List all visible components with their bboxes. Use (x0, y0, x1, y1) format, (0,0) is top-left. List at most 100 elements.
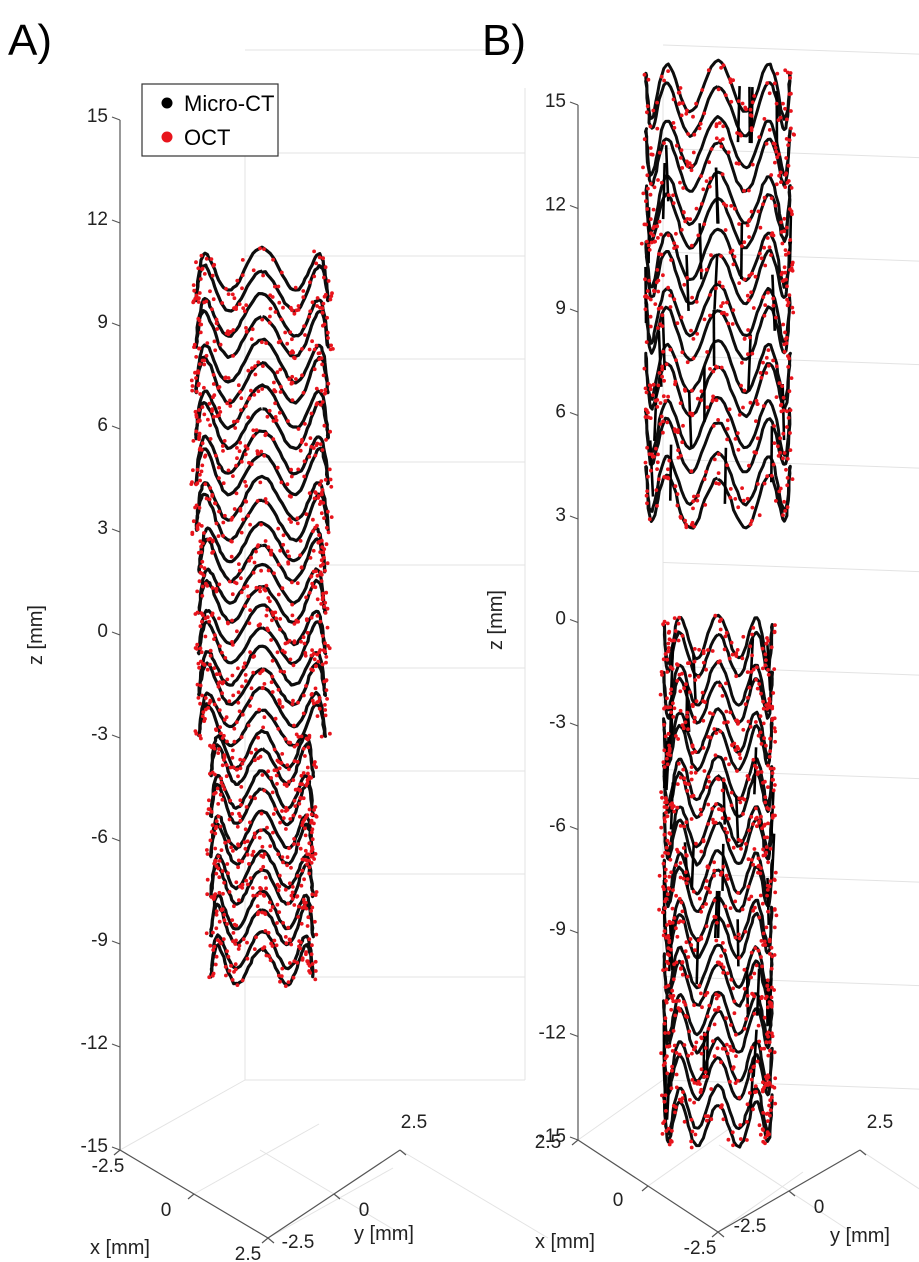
oct-point (292, 639, 297, 644)
oct-point (784, 156, 789, 160)
oct-point (694, 699, 699, 704)
oct-point (790, 477, 795, 481)
oct-point (663, 874, 668, 879)
oct-point (712, 898, 717, 903)
oct-point (258, 828, 263, 833)
y-tick-label: 0 (814, 1197, 825, 1218)
oct-point (761, 847, 765, 852)
oct-point (745, 1138, 749, 1142)
z-tick-label: -6 (549, 816, 566, 837)
oct-point (781, 513, 785, 517)
oct-point (714, 286, 718, 291)
oct-point (200, 559, 205, 564)
oct-point (304, 684, 308, 688)
oct-point (223, 375, 228, 380)
z-tick-label: 9 (97, 312, 108, 333)
oct-point (200, 571, 204, 576)
micro-ct-strut-ring (662, 1083, 774, 1149)
oct-point (295, 894, 300, 898)
oct-point (660, 673, 664, 677)
oct-point (783, 248, 788, 253)
oct-point (729, 803, 734, 808)
oct-point (789, 209, 794, 214)
oct-point (666, 983, 671, 988)
oct-point (690, 164, 694, 168)
micro-ct-connector (664, 145, 670, 202)
oct-point (663, 800, 667, 805)
oct-point (208, 289, 212, 294)
oct-point (198, 472, 202, 477)
oct-point (296, 904, 301, 909)
oct-point (302, 641, 307, 646)
oct-point (273, 310, 278, 314)
oct-point (676, 761, 681, 766)
oct-point (279, 317, 284, 322)
oct-point (759, 814, 763, 819)
oct-point (685, 714, 689, 719)
oct-point (684, 682, 688, 687)
oct-point (242, 309, 247, 314)
oct-point (313, 977, 318, 982)
oct-point (313, 919, 317, 924)
oct-point (710, 649, 715, 653)
micro-ct-strut-ring (194, 292, 330, 359)
oct-point (716, 471, 721, 475)
oct-point (717, 619, 722, 624)
oct-point (319, 479, 324, 483)
micro-ct-strut-ring (644, 450, 792, 530)
oct-point (777, 489, 782, 494)
oct-point (309, 615, 314, 620)
oct-point (654, 280, 659, 285)
oct-point (229, 845, 234, 850)
oct-point (752, 763, 757, 768)
oct-point (781, 322, 786, 327)
oct-point (784, 341, 789, 346)
oct-point (318, 550, 323, 554)
oct-point (217, 919, 222, 924)
oct-point (296, 700, 300, 705)
oct-point (763, 822, 767, 827)
oct-point (648, 192, 653, 197)
oct-point (267, 408, 272, 413)
micro-ct-connector (734, 796, 740, 844)
oct-point (665, 923, 669, 927)
oct-point (666, 69, 670, 73)
oct-point (212, 702, 217, 707)
oct-point (261, 273, 265, 278)
oct-point (770, 716, 775, 721)
oct-point (217, 385, 222, 389)
oct-point (252, 947, 257, 951)
oct-point (295, 581, 300, 586)
oct-point (291, 813, 296, 818)
oct-point (319, 558, 324, 563)
oct-point (660, 367, 665, 372)
oct-point (761, 853, 766, 858)
oct-point (685, 108, 689, 113)
oct-point (285, 482, 290, 487)
oct-point (244, 499, 249, 504)
oct-point (673, 484, 678, 489)
oct-point (241, 937, 246, 942)
oct-point (664, 810, 668, 815)
oct-point (657, 873, 662, 878)
oct-point (642, 137, 647, 142)
oct-point (194, 731, 199, 736)
oct-point (766, 290, 770, 295)
oct-point (701, 838, 706, 842)
oct-point (784, 335, 789, 340)
oct-point (658, 401, 663, 405)
oct-point (646, 474, 650, 479)
oct-point (236, 865, 241, 870)
oct-point (750, 162, 755, 167)
oct-point (778, 403, 783, 408)
oct-point (325, 509, 330, 514)
oct-point (759, 256, 764, 261)
oct-point (229, 554, 234, 559)
oct-point (319, 579, 324, 583)
oct-point (702, 769, 707, 773)
oct-point (771, 303, 776, 308)
oct-point (311, 517, 315, 522)
oct-point (742, 240, 747, 245)
oct-point (727, 407, 732, 412)
oct-point (651, 207, 656, 212)
